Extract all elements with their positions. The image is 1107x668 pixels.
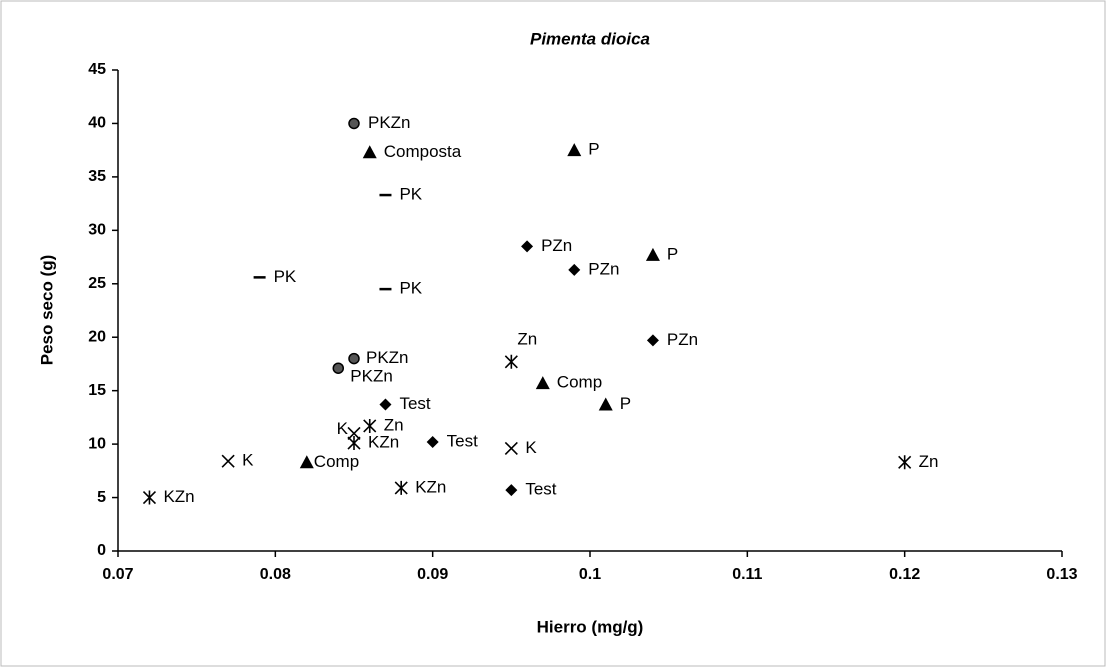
point-label: P: [667, 244, 678, 263]
marker: [505, 484, 518, 497]
marker: [347, 436, 361, 451]
point-label: K: [242, 451, 254, 470]
marker: [598, 397, 613, 411]
point-label: P: [620, 394, 631, 413]
marker: [142, 490, 157, 505]
point-label: Comp: [557, 373, 602, 392]
marker: [645, 247, 660, 261]
marker: [362, 145, 377, 159]
marker: [221, 454, 235, 468]
point-label: Test: [525, 480, 556, 499]
x-tick-label: 0.12: [889, 566, 920, 583]
point-label: KZn: [368, 433, 399, 452]
marker: [332, 362, 345, 374]
marker: [347, 426, 361, 440]
marker: [426, 435, 439, 448]
y-tick-label: 15: [88, 382, 106, 399]
x-tick-label: 0.11: [732, 566, 762, 583]
x-tick-label: 0.08: [260, 566, 291, 583]
point-label: Test: [399, 394, 430, 413]
x-tick-label: 0.13: [1046, 566, 1077, 583]
marker: [504, 354, 518, 369]
point-label: Zn: [384, 415, 404, 434]
marker: [348, 352, 360, 365]
y-tick-label: 45: [88, 61, 106, 78]
point-label: KZn: [163, 487, 194, 506]
point-label: PKZn: [366, 348, 409, 367]
marker: [646, 334, 659, 347]
y-tick-label: 0: [97, 542, 106, 559]
point-label: PKZn: [368, 113, 411, 132]
point-label: Test: [447, 431, 478, 450]
marker: [348, 117, 360, 130]
marker: [394, 480, 408, 495]
marker: [379, 398, 392, 411]
marker: [521, 240, 534, 253]
y-tick-label: 5: [97, 489, 106, 506]
point-label: K: [337, 419, 349, 438]
marker: [535, 376, 550, 390]
point-label: Composta: [384, 142, 462, 161]
x-tick-label: 0.07: [102, 566, 133, 583]
point-label: Comp: [314, 452, 359, 471]
point-label: KZn: [415, 477, 446, 496]
chart-title: Pimenta dioica: [530, 29, 650, 48]
point-label: K: [525, 438, 537, 457]
y-tick-label: 20: [88, 328, 106, 345]
y-tick-label: 30: [88, 222, 106, 239]
point-label: PKZn: [350, 367, 393, 386]
y-tick-label: 25: [88, 275, 106, 292]
y-tick-label: 40: [88, 115, 106, 132]
point-label: P: [588, 140, 599, 159]
x-tick-label: 0.09: [417, 566, 448, 583]
marker: [363, 418, 377, 433]
marker: [299, 455, 314, 469]
marker: [567, 143, 582, 157]
point-label: Zn: [517, 329, 537, 348]
y-axis-title: Peso seco (g): [37, 255, 56, 366]
y-tick-label: 10: [88, 435, 106, 452]
marker: [568, 263, 581, 276]
point-label: PZn: [667, 330, 698, 349]
y-tick-label: 35: [88, 168, 106, 185]
marker: [504, 441, 518, 455]
point-label: PZn: [541, 236, 572, 255]
point-label: PK: [274, 267, 297, 286]
point-label: PK: [399, 185, 422, 204]
point-label: PK: [399, 279, 422, 298]
x-axis-title: Hierro (mg/g): [537, 617, 644, 636]
x-tick-label: 0.1: [579, 566, 601, 583]
point-label: PZn: [588, 259, 619, 278]
marker: [898, 455, 912, 470]
point-label: Zn: [919, 452, 939, 471]
